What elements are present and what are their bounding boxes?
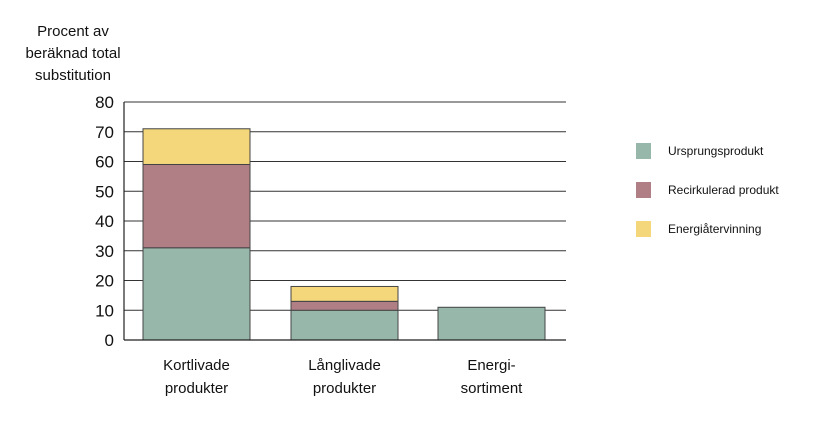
y-axis-title-line: beräknad total — [25, 45, 120, 62]
bars — [142, 128, 546, 341]
bar-segment — [290, 285, 399, 302]
y-tick-label: 20 — [95, 272, 114, 291]
legend-swatch — [636, 182, 651, 198]
bar-segment — [290, 300, 399, 311]
category-label: Energi- — [467, 357, 515, 374]
y-axis-title-line: Procent av — [37, 23, 109, 40]
y-tick-label: 10 — [95, 301, 114, 320]
category-labels: Kortlivade produkter Långlivade produkter En… — [163, 357, 523, 397]
y-tick-label: 30 — [95, 242, 114, 261]
y-tick-labels: 0 10 20 30 40 50 60 70 80 — [95, 93, 114, 350]
legend-label: Ursprungsprodukt — [668, 144, 764, 158]
bar-segment — [142, 163, 251, 249]
bar-segment — [290, 309, 399, 341]
category-label: produkter — [313, 380, 376, 397]
y-tick-label: 60 — [95, 153, 114, 172]
y-tick-label: 80 — [95, 93, 114, 112]
y-axis-title: Procent av beräknad total substitution — [25, 23, 120, 84]
y-axis-title-line: substitution — [35, 67, 111, 84]
bar-segment — [142, 128, 251, 165]
y-tick-label: 70 — [95, 123, 114, 142]
y-tick-label: 0 — [105, 331, 114, 350]
category-label: Långlivade — [308, 357, 381, 374]
y-tick-label: 40 — [95, 212, 114, 231]
category-label: produkter — [165, 380, 228, 397]
legend: Ursprungsprodukt Recirkulerad produkt Ener… — [636, 143, 779, 237]
legend-swatch — [636, 221, 651, 237]
category-label: sortiment — [461, 380, 524, 397]
y-tick-label: 50 — [95, 182, 114, 201]
legend-label: Recirkulerad produkt — [668, 183, 779, 197]
category-label: Kortlivade — [163, 357, 230, 374]
legend-label: Energiåtervinning — [668, 222, 761, 236]
legend-swatch — [636, 143, 651, 159]
bar-segment — [142, 247, 251, 341]
axes — [123, 102, 566, 341]
bar-segment — [437, 306, 546, 341]
